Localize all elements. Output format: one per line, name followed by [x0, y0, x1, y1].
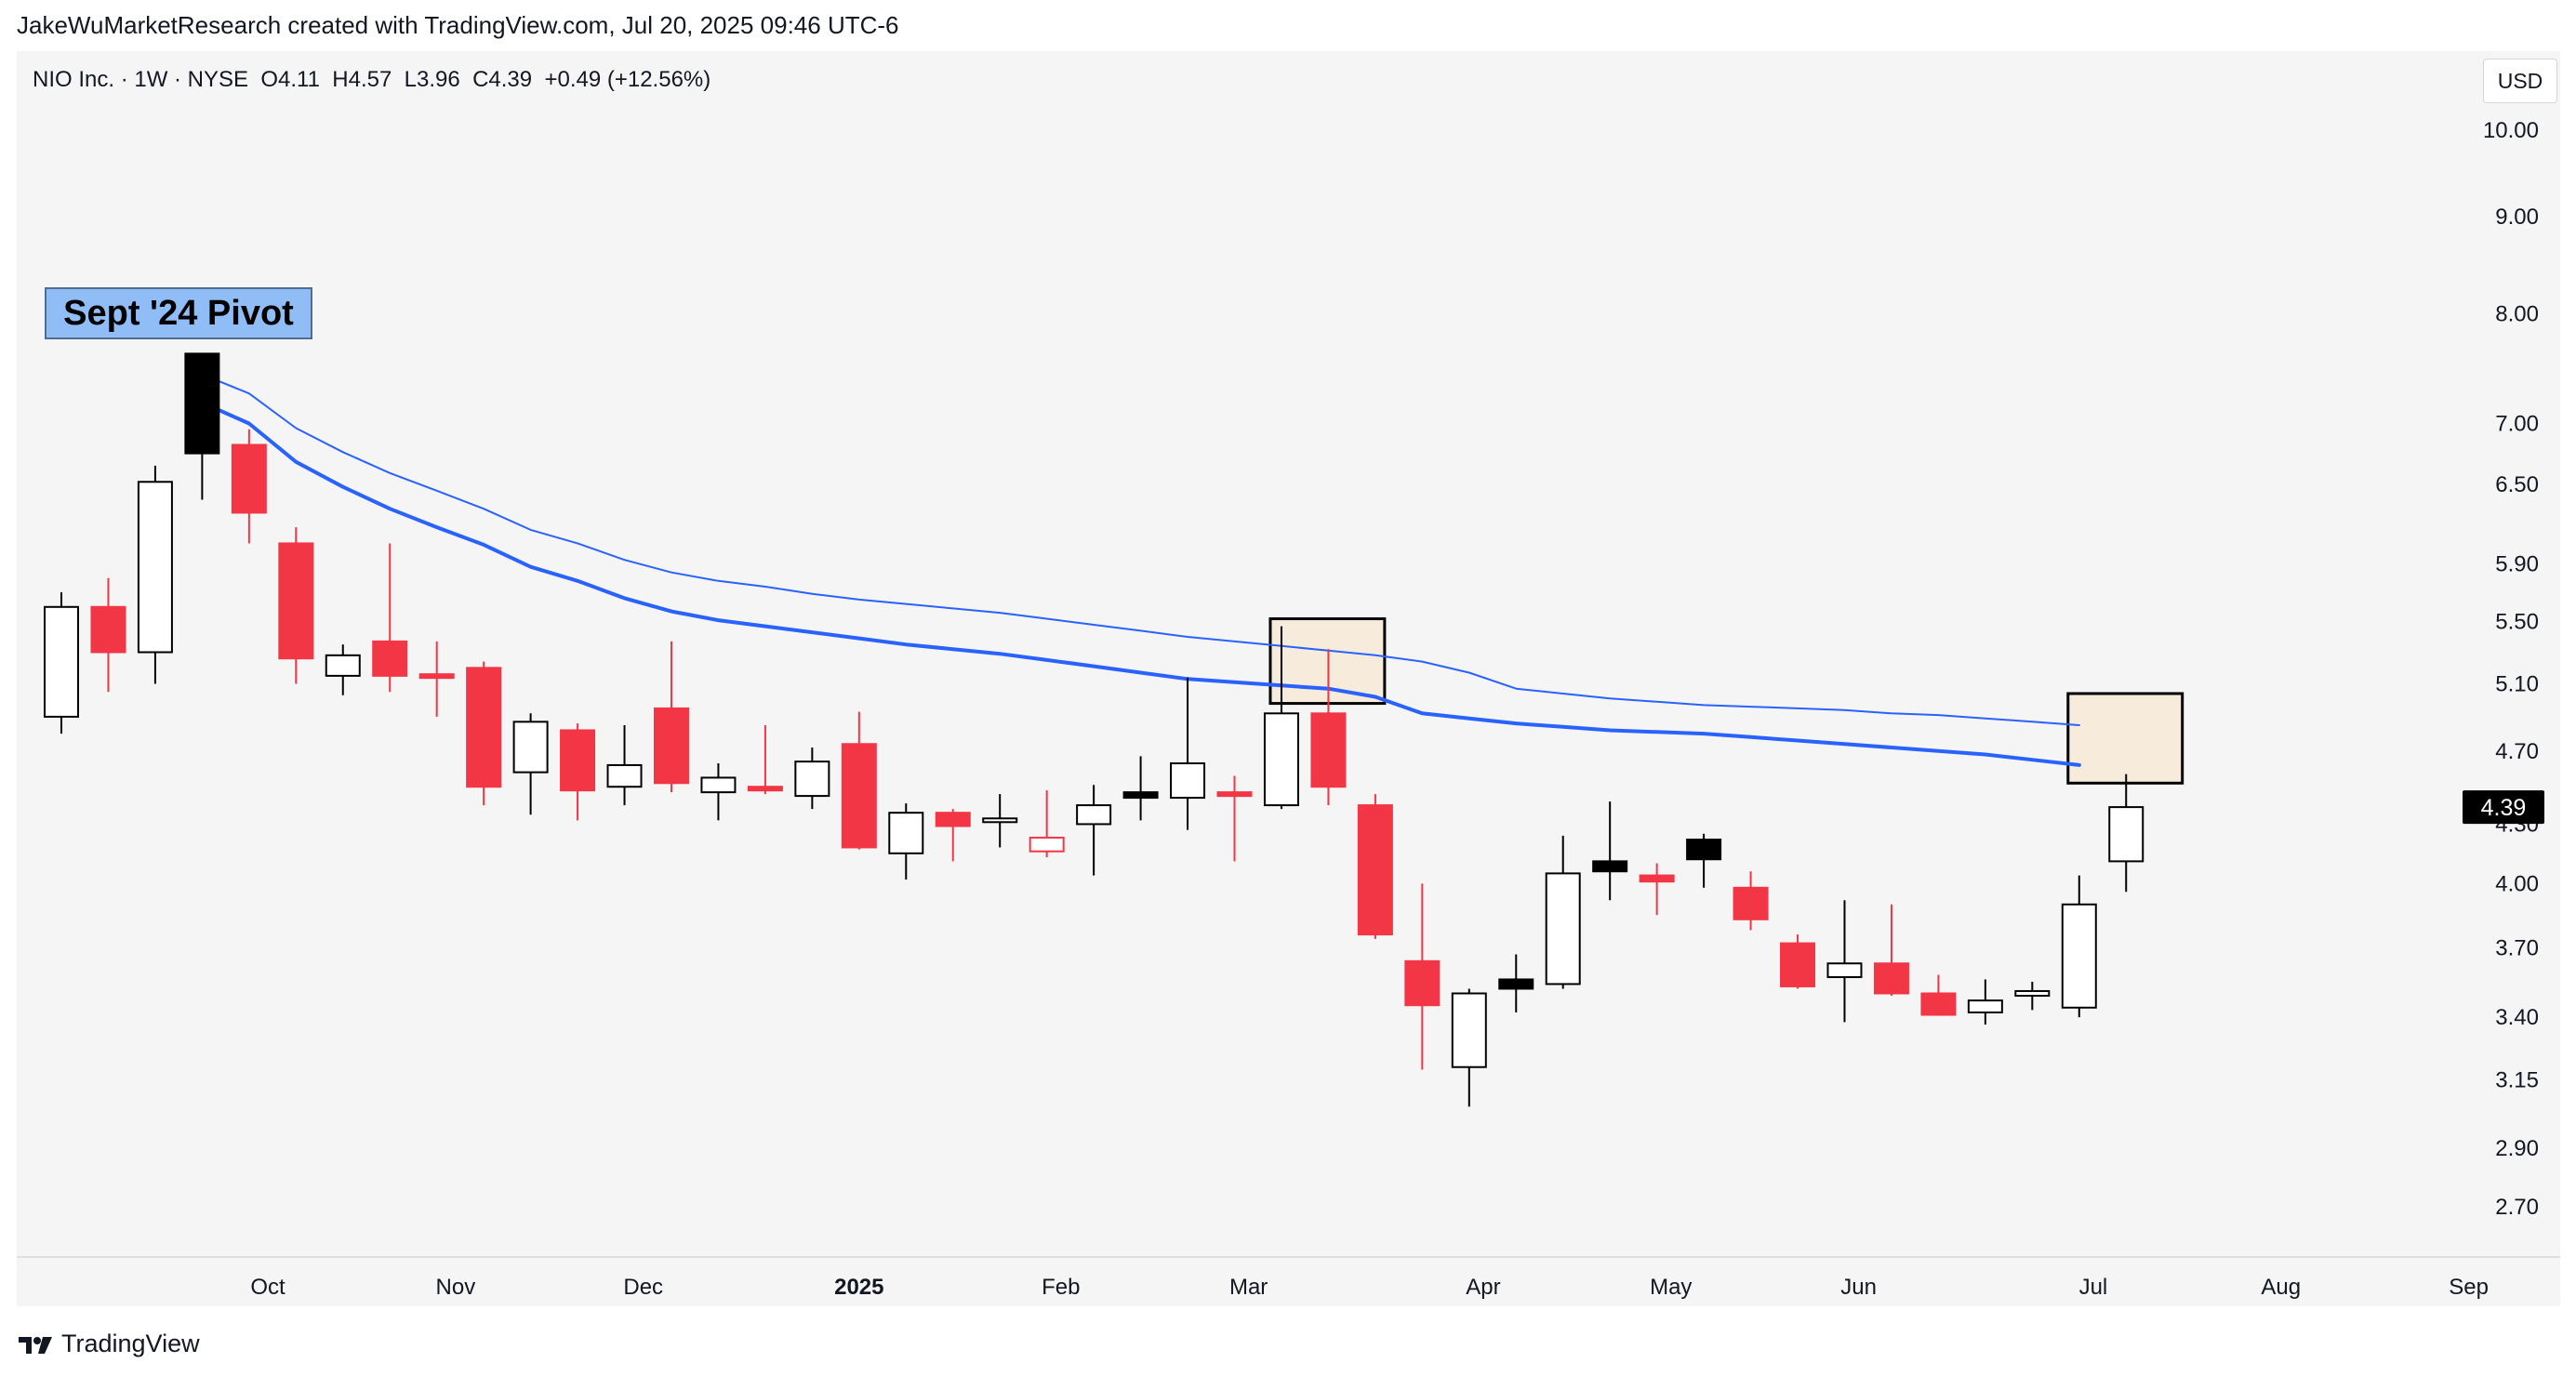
candle-body-21 [982, 817, 1018, 824]
candle-body-23 [1076, 804, 1112, 826]
candle-body-33 [1545, 872, 1581, 986]
chart-panel[interactable]: 10.00 9.00 8.00 7.00 6.50 5.90 5.50 5.10 4.70 4.3… [17, 51, 2560, 1306]
y-tick-label-2: 9.00 [2495, 205, 2539, 230]
candle-body-14 [653, 707, 689, 785]
candle-body-13 [606, 763, 643, 788]
y-tick-label-8: 5.10 [2495, 672, 2539, 697]
candle-body-40 [1873, 962, 1909, 995]
y-tick-label-9: 4.70 [2495, 739, 2539, 764]
candle-body-44 [2061, 903, 2097, 1009]
candle-body-45 [2108, 806, 2144, 863]
candle-body-26 [1216, 791, 1253, 798]
candle-body-22 [1029, 836, 1065, 853]
x-tick-label-12: Sep [2449, 1275, 2489, 1300]
x-tick-label-10: Jul [2079, 1275, 2108, 1300]
brand-name: TradingView [61, 1330, 200, 1357]
x-tick-label-6: Mar [1229, 1275, 1268, 1300]
y-tick-label-1: 10.00 [2483, 118, 2539, 143]
last-price-label: 4.39 [2481, 795, 2527, 821]
y-tick-label-14: 3.15 [2495, 1068, 2539, 1093]
currency-button[interactable]: USD [2483, 59, 2557, 103]
candle-body-1 [44, 605, 79, 718]
attribution-text: JakeWuMarketResearch created with Tradin… [17, 11, 899, 39]
candle-body-41 [1920, 992, 1957, 1016]
candle-body-25 [1170, 762, 1206, 800]
candle-body-35 [1639, 874, 1675, 883]
highlight-box-1 [1268, 617, 1387, 706]
x-tick-label-8: May [1650, 1275, 1692, 1300]
y-tick-label-3: 8.00 [2495, 301, 2539, 326]
candle-body-42 [1967, 999, 2003, 1013]
candle-body-31 [1451, 992, 1487, 1068]
candle-body-12 [560, 729, 596, 792]
candle-body-15 [700, 776, 737, 794]
y-tick-label-5: 6.50 [2495, 472, 2539, 497]
candle-body-20 [935, 812, 971, 827]
candlestick-chart[interactable]: 10.00 9.00 8.00 7.00 6.50 5.90 5.50 5.10 4.70 4.3… [17, 51, 2560, 1306]
tradingview-branding[interactable]: TradingView [17, 1330, 200, 1358]
candle-body-37 [1733, 886, 1769, 920]
y-tick-label-7: 5.50 [2495, 610, 2539, 635]
candle-body-39 [1826, 962, 1863, 978]
y-tick-label-15: 2.90 [2495, 1136, 2539, 1161]
candle-body-16 [747, 786, 783, 792]
ma-line-1 [201, 373, 2080, 726]
pivot-annotation: Sept '24 Pivot [45, 287, 312, 339]
highlight-box-2 [2066, 692, 2184, 785]
y-tick-label-13: 3.40 [2495, 1005, 2539, 1030]
x-tick-label-2: Nov [436, 1275, 476, 1300]
x-tick-label-3: Dec [623, 1275, 663, 1300]
candle-body-36 [1686, 839, 1722, 861]
candle-body-29 [1357, 804, 1393, 936]
candle-body-30 [1404, 959, 1441, 1007]
candle-body-8 [372, 640, 408, 677]
x-tick-label-11: Aug [2261, 1275, 2301, 1300]
candle-body-9 [418, 673, 455, 680]
candle-body-27 [1263, 712, 1299, 807]
candle-body-6 [278, 542, 314, 660]
candle-body-7 [325, 654, 361, 677]
candle-body-19 [888, 812, 924, 854]
y-tick-label-4: 7.00 [2495, 411, 2539, 436]
candle-body-28 [1310, 712, 1347, 788]
symbol-legend: NIO Inc. · 1W · NYSE O4.11 H4.57 L3.96 C… [33, 67, 711, 92]
candle-body-38 [1780, 942, 1816, 987]
candle-body-17 [794, 761, 830, 798]
candle-body-11 [512, 721, 549, 774]
y-tick-label-11: 4.00 [2495, 871, 2539, 896]
tradingview-logo-icon [19, 1336, 52, 1354]
candle-body-5 [231, 443, 267, 514]
x-tick-label-5: Feb [1042, 1275, 1080, 1300]
candle-body-34 [1592, 860, 1628, 873]
x-tick-label-1: Oct [250, 1275, 285, 1300]
x-tick-label-9: Jun [1840, 1275, 1877, 1300]
candle-body-10 [466, 667, 502, 788]
candle-body-32 [1498, 978, 1534, 990]
y-tick-label-12: 3.70 [2495, 935, 2539, 960]
candle-body-43 [2014, 989, 2051, 998]
x-tick-label-7: Apr [1466, 1275, 1500, 1300]
y-tick-label-16: 2.70 [2495, 1195, 2539, 1220]
candle-body-18 [841, 743, 877, 849]
ma-line-2 [200, 401, 2081, 767]
y-tick-label-6: 5.90 [2495, 552, 2539, 577]
x-tick-label-4: 2025 [834, 1275, 883, 1300]
candle-body-24 [1122, 791, 1159, 800]
candle-body-3 [137, 481, 173, 654]
last-price-badge [2463, 790, 2544, 825]
candle-body-2 [90, 605, 126, 654]
candle-body-4 [184, 352, 220, 455]
